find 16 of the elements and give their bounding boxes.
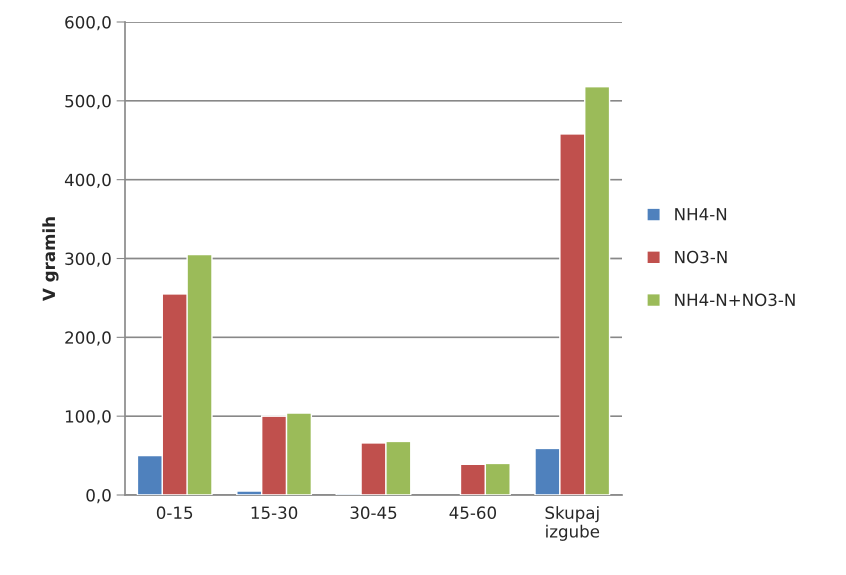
y-tick-label: 100,0	[66, 410, 111, 424]
y-tick-label: 600,0	[65, 16, 111, 30]
x-tick-label: 0-15	[156, 506, 192, 520]
legend-label: NO3-N	[675, 250, 727, 264]
x-tick-label: 15-30	[252, 506, 298, 520]
x-tick-label: 45-60	[450, 506, 496, 520]
x-tick-label: Skupaj izgube	[546, 506, 600, 541]
y-tick-label: 500,0	[65, 94, 111, 110]
y-tick-label: 300,0	[65, 252, 111, 267]
y-axis-title: V gramih	[42, 217, 59, 301]
x-tick-label: 30-45	[350, 506, 396, 520]
y-tick-label: 400,0	[64, 174, 111, 188]
legend-label: NH4-N	[675, 208, 726, 220]
y-tick-label: 0,0	[86, 488, 111, 504]
legend-label: NH4-N+NO3-N	[675, 294, 795, 306]
y-tick-label: 200,0	[65, 331, 111, 346]
